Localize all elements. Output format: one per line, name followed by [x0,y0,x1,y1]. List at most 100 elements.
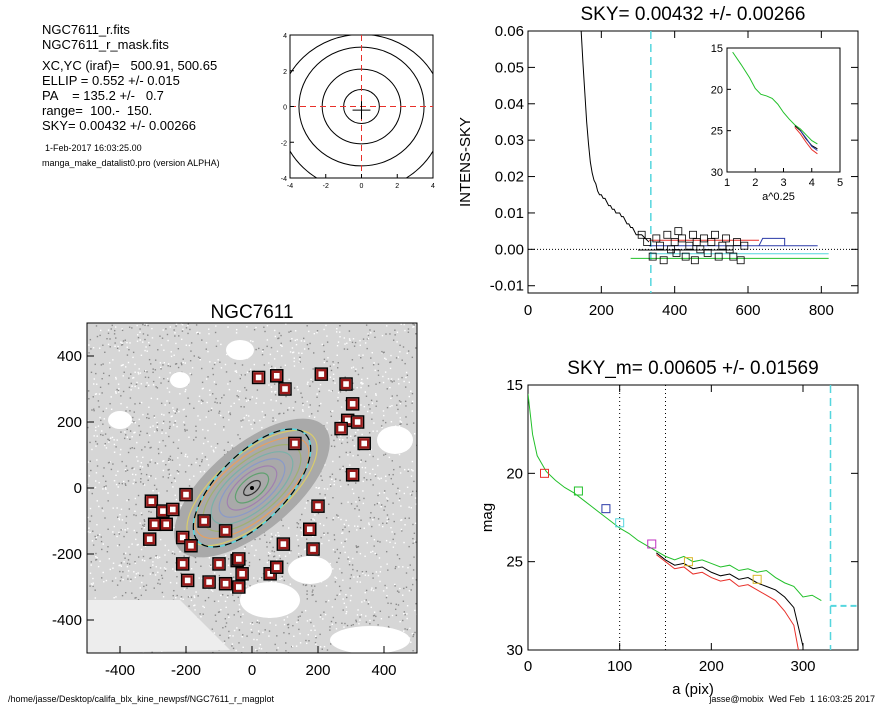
image-noise [162,469,165,472]
image-noise [411,400,414,403]
image-noise [380,506,382,508]
image-noise [143,523,146,526]
image-noise [278,332,281,334]
image-noise [239,437,241,440]
image-noise [345,390,347,392]
image-noise [232,635,234,637]
image-noise [104,487,107,489]
image-noise [330,485,332,487]
image-noise [407,350,410,352]
image-noise [337,400,339,402]
image-noise [242,646,244,649]
image-noise [177,348,180,350]
image-noise [216,402,218,404]
image-noise [329,562,332,565]
image-noise [116,347,119,350]
image-noise [95,445,97,447]
image-noise [347,558,349,560]
image-noise [139,372,142,374]
image-noise [263,402,265,404]
image-noise [383,351,385,353]
image-noise [102,434,104,436]
image-noise [279,412,281,415]
image-noise [273,358,276,360]
image-noise [319,523,321,525]
image-noise [129,438,131,440]
image-noise [336,594,338,597]
image-noise [256,621,258,623]
image-noise [116,535,118,538]
x-tick-label: 400 [662,302,687,319]
image-noise [285,642,287,644]
image-noise [415,503,417,505]
image-noise [299,526,302,529]
image-noise [181,324,184,326]
image-noise [193,407,195,409]
image-noise [344,622,346,625]
image-noise [330,415,332,418]
image-noise [301,352,303,355]
image-noise [215,446,217,449]
image-noise [274,335,277,338]
image-noise [129,342,131,344]
image-noise [347,454,349,456]
image-noise [412,323,414,325]
masked-source-box-inner [233,581,245,593]
image-noise [101,378,103,380]
image-noise [166,400,168,402]
image-noise [220,594,222,597]
image-noise [179,550,181,553]
image-noise [323,524,325,527]
image-noise [193,604,195,607]
image-noise [113,443,116,446]
image-noise [344,343,346,345]
image-noise [342,609,344,611]
image-noise [158,376,161,379]
image-noise [334,576,336,578]
image-noise [349,599,352,602]
image-noise [399,351,401,353]
image-noise [291,646,293,648]
image-noise [125,465,128,467]
image-noise [269,552,271,555]
mag-sample-square [573,486,583,496]
sky-sample-square [711,230,719,239]
image-noise [406,352,408,354]
image-noise [201,577,203,580]
image-noise [105,485,107,487]
image-noise [341,442,343,445]
image-noise [389,333,391,335]
image-noise [149,426,152,428]
image-noise [412,649,414,652]
image-noise [139,331,141,333]
image-noise [293,387,296,389]
image-noise [188,605,190,607]
image-noise [293,409,295,412]
image-noise [306,642,308,645]
image-noise [391,614,394,617]
image-noise [207,464,210,466]
image-noise [121,482,124,485]
image-noise [335,331,338,333]
image-noise [326,335,328,337]
image-noise [313,625,315,627]
image-noise [395,603,397,606]
image-noise [156,462,159,465]
image-noise [407,566,409,569]
image-noise [275,559,278,561]
image-noise [341,532,343,535]
image-noise [415,541,417,543]
image-noise [363,527,365,529]
x-tick-label: 0 [524,658,532,675]
image-noise [300,529,302,532]
image-noise [399,417,401,419]
image-noise [163,414,165,416]
chart-title: SKY_m= 0.00605 +/- 0.01569 [567,358,818,379]
image-noise [361,367,364,369]
image-noise [96,443,99,445]
image-noise [301,513,303,516]
image-noise [120,565,123,567]
image-noise [354,525,356,527]
masked-region [87,600,230,653]
image-noise [410,589,412,591]
